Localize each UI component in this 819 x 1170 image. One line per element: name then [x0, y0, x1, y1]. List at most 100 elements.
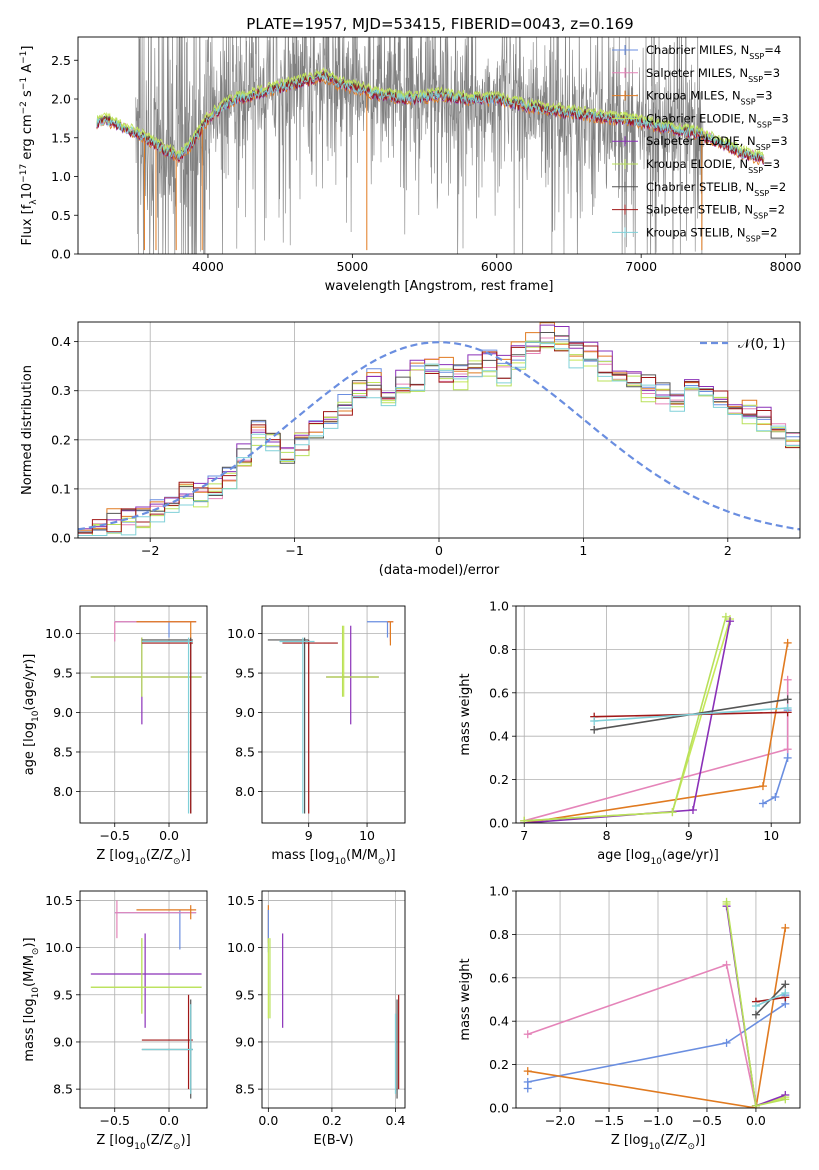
mass-vs-ebv-x-axis-label: E(B-V): [313, 1133, 353, 1148]
x-tick-label: 1: [579, 543, 587, 558]
x-tick-label: 0.0: [258, 1113, 278, 1128]
errorbar-salpeter-elodie: [90, 637, 202, 725]
errorbar-salpeter-miles: [114, 621, 197, 642]
y-tick-label: 10.0: [227, 940, 255, 955]
y-tick-label: 9.0: [235, 705, 255, 720]
y-tick-label: 10.5: [227, 893, 255, 908]
x-tick-label: −1.5: [594, 1113, 624, 1128]
weight-point: [721, 612, 730, 621]
y-tick-label: 10.0: [45, 626, 73, 641]
weight-point: [783, 745, 792, 754]
residual-histogram-grid: [78, 322, 800, 539]
mass-vs-z-x-axis-label: Z [log10(Z/Z⊙)]: [96, 1133, 190, 1152]
y-tick-label: 0.6: [489, 970, 509, 985]
errorbar-chabrier-stelib: [141, 637, 193, 814]
axes-frame: [79, 890, 208, 1109]
errorbar-chabrier-elodie: [326, 625, 379, 697]
y-tick-label: 8.5: [235, 1082, 255, 1097]
model-line-kroupa-stelib: [96, 72, 765, 161]
weight-point: [722, 1038, 731, 1047]
massweight-vs-age-chart: 7 8 9 10 0.0 0.2 0.4 0.6 0.8 1.0 age [log10(age/yr…: [458, 599, 801, 867]
age-vs-mass-x-axis-label: mass [log10(M/M⊙)]: [271, 848, 395, 867]
residual-histogram-x-axis-label: (data-model)/error: [379, 563, 500, 578]
x-tick-label: 0.0: [159, 828, 179, 843]
histogram-chabrier-elodie: [78, 342, 800, 536]
x-tick-label: 6000: [481, 259, 513, 274]
x-tick-label: 0.4: [386, 1113, 406, 1128]
legend-entry-salpeter-elodie: Salpeter ELODIE, NSSP=3: [646, 134, 788, 152]
y-tick-label: 0.0: [489, 816, 509, 831]
errorbar-chabrier-elodie: [90, 938, 202, 1014]
x-tick-label: −2: [141, 543, 159, 558]
legend-entry-chabrier-miles: Chabrier MILES, NSSP=4: [646, 43, 781, 61]
y-tick-label: 0.4: [489, 1014, 509, 1029]
y-tick-label: 10.5: [45, 893, 73, 908]
x-tick-label: 9: [305, 828, 313, 843]
y-tick-label: 1.5: [51, 130, 71, 145]
x-tick-label: −0.5: [100, 828, 130, 843]
y-tick-label: 2.5: [51, 53, 71, 68]
age-vs-z-grid: [80, 606, 207, 823]
weight-line-kroupa-stelib: [594, 707, 788, 722]
errorbar-salpeter-stelib: [282, 639, 338, 814]
weight-point: [722, 897, 731, 906]
spectrum-y-axis-label: Flux [fλ10−17 erg cm−2 s−1 A−1]: [19, 46, 39, 246]
y-tick-label: 9.0: [53, 1034, 73, 1049]
weight-line-kroupa-miles: [524, 642, 789, 823]
errorbar-kroupa-stelib: [141, 637, 193, 814]
y-tick-label: 1.0: [51, 169, 71, 184]
x-tick-label: 0: [435, 543, 443, 558]
residual-histogram-chart: −2 −1 0 1 2 0.0 0.1 0.2 0.3 0.4 (data-model)/error…: [20, 321, 801, 578]
weight-point: [523, 1030, 532, 1039]
weight-point: [781, 1095, 790, 1104]
errorbar-salpeter-elodie: [90, 933, 202, 1028]
weight-point: [590, 717, 599, 726]
massweight-vs-age-y-axis-label: mass weight: [458, 673, 473, 755]
errorbar-kroupa-elodie: [90, 637, 202, 697]
age-vs-mass-plot-area: [267, 621, 394, 814]
legend-entry-kroupa-miles: Kroupa MILES, NSSP=3: [646, 89, 772, 107]
mass-vs-z-chart: −0.5 0.0 8.5 9.0 9.5 10.0 10.5 Z [log10(Z/Z⊙)] m…: [22, 890, 208, 1152]
y-tick-label: 9.5: [235, 666, 255, 681]
legend-entry-kroupa-stelib: Kroupa STELIB, NSSP=2: [646, 225, 777, 243]
y-tick-label: 8.0: [235, 784, 255, 799]
y-tick-label: 9.0: [235, 1034, 255, 1049]
y-tick-label: 0.2: [489, 772, 509, 787]
y-tick-label: 0.3: [51, 383, 71, 398]
weight-line-kroupa-miles: [527, 927, 787, 1108]
errorbar-kroupa-elodie: [326, 625, 379, 697]
y-tick-label: 0.0: [489, 1101, 509, 1116]
y-tick-label: 9.5: [235, 987, 255, 1002]
weight-point: [783, 695, 792, 704]
y-tick-label: 0.0: [51, 531, 71, 546]
x-tick-label: 7: [520, 828, 528, 843]
y-tick-label: 8.5: [235, 744, 255, 759]
legend-entry-salpeter-stelib: Salpeter STELIB, NSSP=2: [646, 203, 785, 221]
y-tick-label: 0.2: [51, 432, 71, 447]
x-tick-label: 8: [603, 828, 611, 843]
weight-point: [783, 703, 792, 712]
weight-line-salpeter-miles: [523, 679, 789, 822]
axes-frame: [77, 36, 801, 255]
weight-point: [688, 805, 697, 814]
y-tick-label: 2.0: [51, 92, 71, 107]
x-tick-label: 4000: [192, 259, 224, 274]
figure-title: PLATE=1957, MJD=53415, FIBERID=0043, z=0…: [246, 15, 633, 33]
histogram-chabrier-stelib: [78, 332, 800, 533]
weight-point: [758, 782, 767, 791]
y-tick-label: 9.0: [53, 705, 73, 720]
weight-point: [781, 980, 790, 989]
age-vs-mass-chart: 9 10 8.0 8.5 9.0 9.5 10.0 mass [log10(M/M⊙)]: [227, 605, 406, 867]
errorbar-kroupa-stelib: [279, 637, 315, 814]
weight-point: [523, 1067, 532, 1076]
x-tick-label: 8000: [770, 259, 802, 274]
x-tick-label: −0.5: [692, 1113, 722, 1128]
errorbar-salpeter-stelib: [141, 994, 193, 1090]
weight-point: [520, 816, 529, 823]
y-tick-label: 9.5: [53, 987, 73, 1002]
age-vs-z-chart: −0.5 0.0 8.0 8.5 9.0 9.5 10.0 Z [log10(Z/Z⊙)] ag…: [22, 605, 208, 867]
massweight-vs-z-y-axis-label: mass weight: [458, 958, 473, 1040]
x-tick-label: 9: [685, 828, 693, 843]
errorbar-kroupa-stelib: [141, 1004, 193, 1094]
